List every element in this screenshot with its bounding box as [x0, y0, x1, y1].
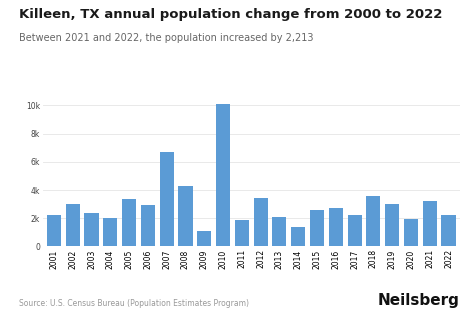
Bar	[235, 220, 249, 246]
Bar	[404, 219, 418, 246]
Bar	[66, 204, 80, 246]
Bar	[178, 186, 192, 246]
Bar	[310, 210, 324, 246]
Bar	[216, 104, 230, 246]
Bar	[254, 198, 268, 246]
Bar	[47, 216, 61, 246]
Bar	[273, 217, 286, 246]
Bar	[441, 215, 456, 246]
Bar	[347, 215, 362, 246]
Text: Killeen, TX annual population change from 2000 to 2022: Killeen, TX annual population change fro…	[19, 8, 442, 21]
Bar	[84, 213, 99, 246]
Text: Between 2021 and 2022, the population increased by 2,213: Between 2021 and 2022, the population in…	[19, 33, 313, 43]
Bar	[385, 204, 399, 246]
Text: Source: U.S. Census Bureau (Population Estimates Program): Source: U.S. Census Bureau (Population E…	[19, 299, 249, 308]
Text: Neilsberg: Neilsberg	[378, 293, 460, 308]
Bar	[329, 208, 343, 246]
Bar	[160, 152, 173, 246]
Bar	[141, 205, 155, 246]
Bar	[291, 228, 305, 246]
Bar	[122, 198, 136, 246]
Bar	[103, 217, 118, 246]
Bar	[423, 201, 437, 246]
Bar	[197, 231, 211, 246]
Bar	[366, 197, 381, 246]
